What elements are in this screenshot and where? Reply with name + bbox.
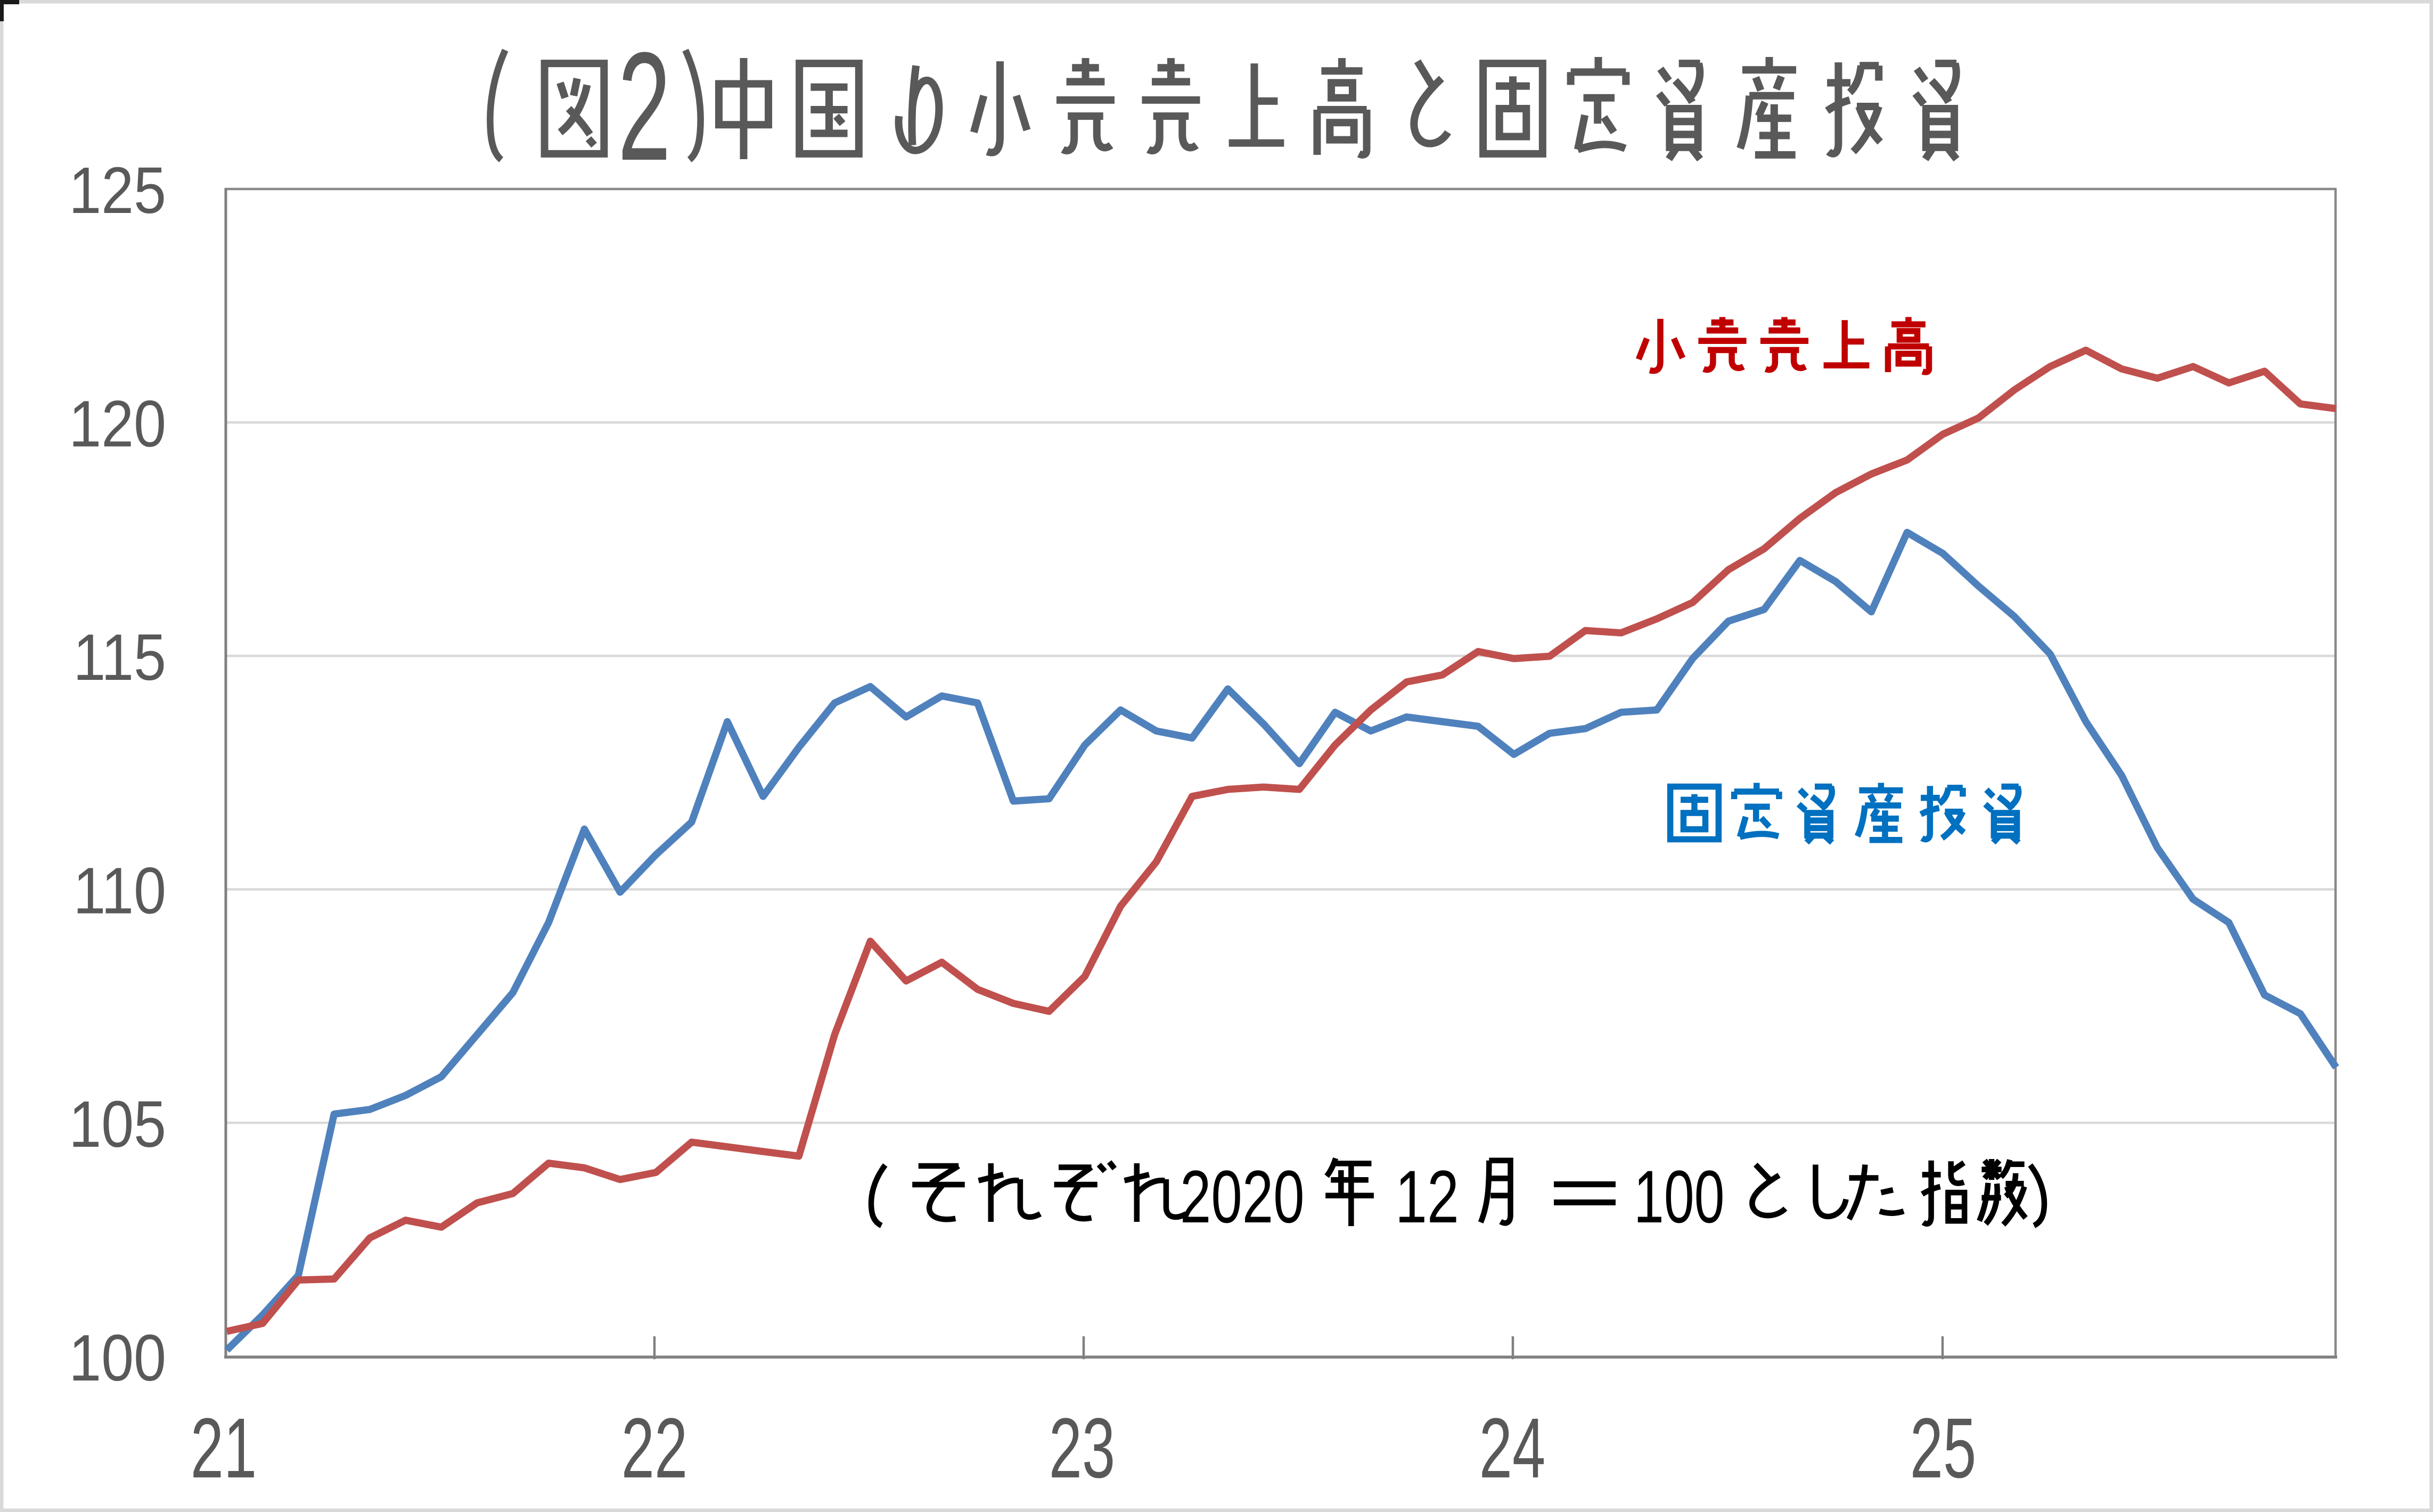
svg-text:110: 110 — [73, 854, 166, 927]
svg-text:100: 100 — [1634, 1155, 1724, 1238]
svg-text:120: 120 — [69, 388, 166, 461]
svg-text:23: 23 — [1049, 1401, 1116, 1495]
svg-text:21: 21 — [191, 1401, 257, 1495]
svg-text:105: 105 — [69, 1088, 166, 1161]
svg-text:100: 100 — [69, 1321, 166, 1394]
svg-text:12: 12 — [1395, 1156, 1459, 1239]
svg-text:25: 25 — [1910, 1401, 1977, 1495]
svg-text:2020: 2020 — [1180, 1155, 1305, 1238]
svg-text:24: 24 — [1479, 1401, 1546, 1495]
svg-text:22: 22 — [621, 1401, 688, 1495]
svg-text:115: 115 — [73, 621, 166, 694]
svg-text:125: 125 — [69, 154, 166, 227]
svg-text:2: 2 — [618, 21, 671, 193]
